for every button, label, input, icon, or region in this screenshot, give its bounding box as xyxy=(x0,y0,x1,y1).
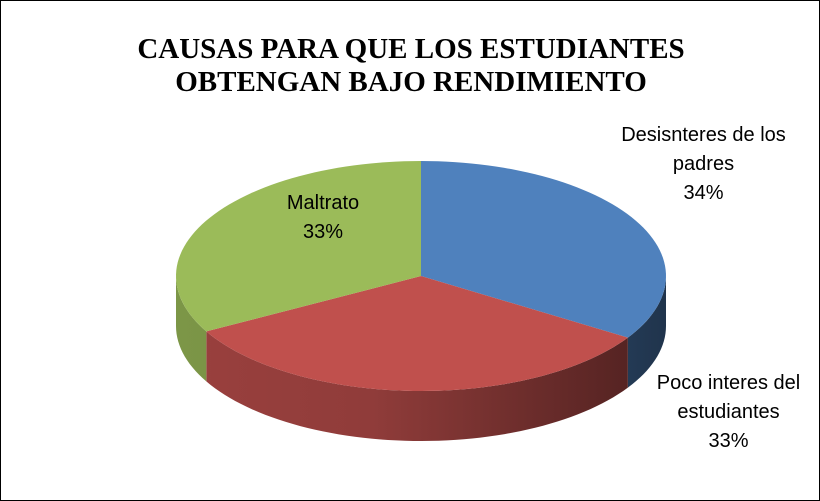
slice-side xyxy=(206,331,628,441)
category-label: Maltrato xyxy=(286,192,360,214)
data-label: Poco interes del estudiantes 33% xyxy=(641,369,816,456)
category-label: Poco interes del estudiantes xyxy=(656,372,801,423)
data-label: Desisnteres de los padres 34% xyxy=(621,121,786,208)
slice xyxy=(176,161,421,332)
slice-side xyxy=(176,276,207,382)
value-label: 33% xyxy=(708,430,749,452)
slice-side xyxy=(627,276,666,388)
data-label: Maltrato 33% xyxy=(263,189,383,247)
chart-title: CAUSAS PARA QUE LOS ESTUDIANTES OBTENGAN… xyxy=(137,33,685,98)
category-label: Desisnteres de los padres xyxy=(621,124,786,175)
value-label: 34% xyxy=(683,182,724,204)
slice xyxy=(206,276,628,391)
value-label: 33% xyxy=(302,221,344,243)
slice xyxy=(421,161,666,338)
